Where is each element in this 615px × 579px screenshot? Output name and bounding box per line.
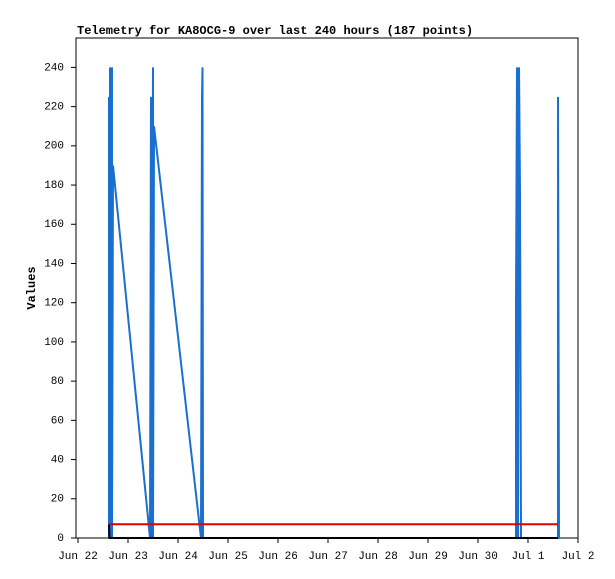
y-tick-label: 160 xyxy=(44,219,64,231)
x-tick-label: Jun 26 xyxy=(258,551,298,563)
y-tick-label: 140 xyxy=(44,258,64,270)
x-tick-label: Jun 23 xyxy=(108,551,148,563)
y-tick-label: 200 xyxy=(44,141,64,153)
x-tick-label: Jun 30 xyxy=(458,551,498,563)
y-tick-label: 220 xyxy=(44,102,64,114)
x-tick-label: Jun 24 xyxy=(158,551,198,563)
x-tick-label: Jul 2 xyxy=(561,551,594,563)
y-tick-label: 0 xyxy=(57,533,64,545)
y-axis-label: Values xyxy=(25,266,39,309)
x-tick-label: Jun 28 xyxy=(358,551,398,563)
y-tick-label: 100 xyxy=(44,337,64,349)
series-line xyxy=(108,524,558,539)
x-tick-label: Jun 29 xyxy=(408,551,448,563)
x-tick-label: Jun 25 xyxy=(208,551,248,563)
y-tick-label: 180 xyxy=(44,180,64,192)
y-tick-label: 240 xyxy=(44,62,64,74)
x-tick-label: Jun 27 xyxy=(308,551,348,563)
y-tick-label: 40 xyxy=(51,454,64,466)
x-tick-label: Jun 22 xyxy=(58,551,98,563)
y-tick-label: 20 xyxy=(51,494,64,506)
y-tick-label: 60 xyxy=(51,415,64,427)
y-tick-label: 80 xyxy=(51,376,64,388)
y-tick-label: 120 xyxy=(44,298,64,310)
series-line xyxy=(108,67,560,539)
chart-title: Telemetry for KA8OCG-9 over last 240 hou… xyxy=(77,24,473,38)
x-tick-label: Jul 1 xyxy=(511,551,544,563)
